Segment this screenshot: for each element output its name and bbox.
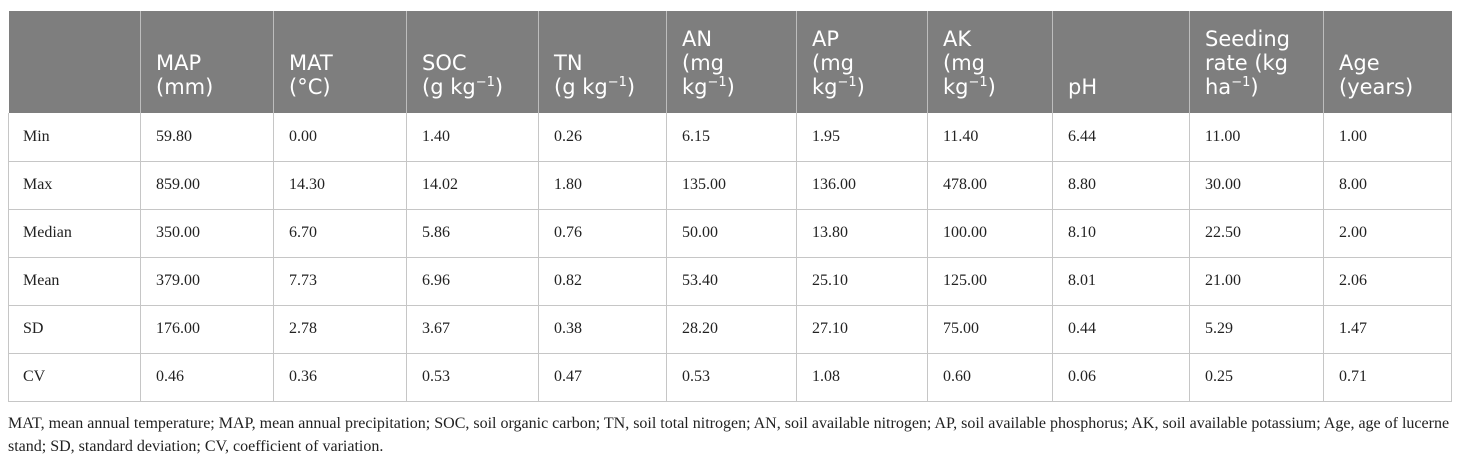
column-header: MAT (°C) <box>273 11 407 113</box>
row-label: Max <box>8 161 141 210</box>
column-header: TN (g kg−1) <box>538 11 667 113</box>
table-cell: 1.47 <box>1323 305 1452 354</box>
table-cell: 859.00 <box>140 161 274 210</box>
table-cell: 0.38 <box>538 305 667 354</box>
table-cell: 136.00 <box>796 161 928 210</box>
table-cell: 350.00 <box>140 209 274 258</box>
table-cell: 5.86 <box>406 209 539 258</box>
table-cell: 28.20 <box>666 305 797 354</box>
table-cell: 11.40 <box>927 113 1053 162</box>
table-row: CV 0.46 0.36 0.53 0.47 0.53 1.08 0.60 0.06 0.25 0.… <box>8 353 1452 402</box>
table-cell: 6.44 <box>1052 113 1190 162</box>
table-cell: 21.00 <box>1189 257 1324 306</box>
table-cell: 6.70 <box>273 209 407 258</box>
row-label: CV <box>8 353 141 402</box>
table-cell: 14.30 <box>273 161 407 210</box>
table-cell: 2.06 <box>1323 257 1452 306</box>
table-cell: 6.15 <box>666 113 797 162</box>
table-cell: 478.00 <box>927 161 1053 210</box>
table-cell: 0.46 <box>140 353 274 402</box>
table-cell: 25.10 <box>796 257 928 306</box>
column-header: Age (years) <box>1339 51 1414 99</box>
table-cell: 30.00 <box>1189 161 1324 210</box>
column-header: Seeding rate (kg ha−1) <box>1189 11 1324 113</box>
statistics-table: MAP (mm) MAT (°C) SOC (g kg−1) TN (g kg−1) AN (mg… <box>8 11 1452 402</box>
column-header <box>8 11 141 113</box>
table-cell: 100.00 <box>927 209 1053 258</box>
table-body: Min 59.80 0.00 1.40 0.26 6.15 1.95 11.40 6.44 11.… <box>8 113 1452 402</box>
table-cell: 8.10 <box>1052 209 1190 258</box>
table-cell: 1.95 <box>796 113 928 162</box>
table-cell: 53.40 <box>666 257 797 306</box>
column-header: AK (mg kg−1) <box>927 11 1053 113</box>
column-header: SOC (g kg−1) <box>406 11 539 113</box>
table-header-row: MAP (mm) MAT (°C) SOC (g kg−1) TN (g kg−1) AN (mg… <box>8 11 1452 113</box>
table-cell: 8.80 <box>1052 161 1190 210</box>
table-cell: 0.76 <box>538 209 667 258</box>
row-label: Mean <box>8 257 141 306</box>
table-row: Mean 379.00 7.73 6.96 0.82 53.40 25.10 125.00 8.… <box>8 257 1452 306</box>
table-cell: 0.25 <box>1189 353 1324 402</box>
table-cell: 0.06 <box>1052 353 1190 402</box>
table-cell: 0.44 <box>1052 305 1190 354</box>
table-cell: 1.08 <box>796 353 928 402</box>
table-cell: 7.73 <box>273 257 407 306</box>
table-cell: 135.00 <box>666 161 797 210</box>
table-cell: 8.01 <box>1052 257 1190 306</box>
table-cell: 0.82 <box>538 257 667 306</box>
row-label: Median <box>8 209 141 258</box>
table-cell: 8.00 <box>1323 161 1452 210</box>
table-cell: 5.29 <box>1189 305 1324 354</box>
table-cell: 0.00 <box>273 113 407 162</box>
table-cell: 3.67 <box>406 305 539 354</box>
table-cell: 27.10 <box>796 305 928 354</box>
table-cell: 176.00 <box>140 305 274 354</box>
table-cell: 0.26 <box>538 113 667 162</box>
table-cell: 125.00 <box>927 257 1053 306</box>
table-cell: 0.71 <box>1323 353 1452 402</box>
table-cell: 1.40 <box>406 113 539 162</box>
table-cell: 0.53 <box>406 353 539 402</box>
table-cell: 13.80 <box>796 209 928 258</box>
table-cell: 2.78 <box>273 305 407 354</box>
table-cell: 0.47 <box>538 353 667 402</box>
table-cell: 0.53 <box>666 353 797 402</box>
table-cell: 379.00 <box>140 257 274 306</box>
table-row: Median 350.00 6.70 5.86 0.76 50.00 13.80 100.00… <box>8 209 1452 258</box>
table-row: SD 176.00 2.78 3.67 0.38 28.20 27.10 75.00 0.44 5… <box>8 305 1452 354</box>
table-cell: 6.96 <box>406 257 539 306</box>
column-header: AN (mg kg−1) <box>666 11 797 113</box>
column-header: pH <box>1052 11 1190 113</box>
column-header: AP (mg kg−1) <box>796 11 928 113</box>
table-cell: 0.36 <box>273 353 407 402</box>
row-label: SD <box>8 305 141 354</box>
table-cell: 11.00 <box>1189 113 1324 162</box>
column-header: MAP (mm) <box>140 11 274 113</box>
table-cell: 1.00 <box>1323 113 1452 162</box>
table-cell: 50.00 <box>666 209 797 258</box>
table-cell: 59.80 <box>140 113 274 162</box>
table-row: Max 859.00 14.30 14.02 1.80 135.00 136.00 478.0… <box>8 161 1452 210</box>
table-row: Min 59.80 0.00 1.40 0.26 6.15 1.95 11.40 6.44 11.… <box>8 113 1452 162</box>
table-cell: 75.00 <box>927 305 1053 354</box>
table-cell: 14.02 <box>406 161 539 210</box>
table-cell: 0.60 <box>927 353 1053 402</box>
table-cell: 22.50 <box>1189 209 1324 258</box>
table-cell: 1.80 <box>538 161 667 210</box>
table-cell: 2.00 <box>1323 209 1452 258</box>
row-label: Min <box>8 113 141 162</box>
table-footnote: MAT, mean annual temperature; MAP, mean … <box>8 415 1450 455</box>
